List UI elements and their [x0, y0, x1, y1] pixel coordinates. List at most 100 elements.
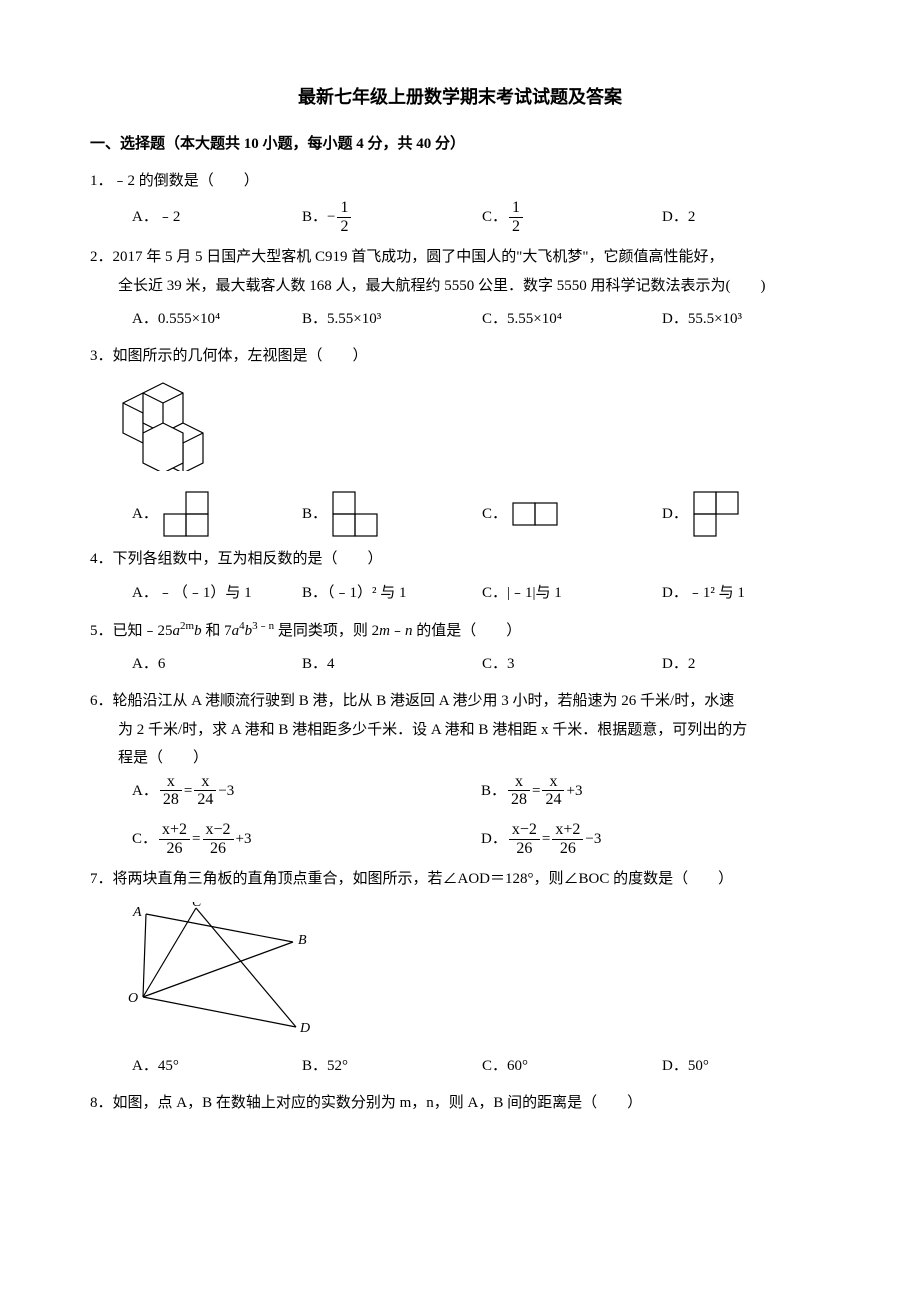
text: ﹣ [390, 623, 405, 639]
fraction: x24 [194, 773, 216, 809]
label-c: C [192, 902, 202, 910]
q4-opt-a: A．﹣（﹣1）与 1 [132, 578, 302, 608]
grid-shape-icon [162, 491, 210, 537]
opt-label: A． [132, 777, 158, 806]
grid-shape-icon [331, 491, 379, 537]
fraction: x28 [160, 773, 182, 809]
q2-opt-d: D．55.5×10³ [662, 304, 742, 334]
denominator: 28 [160, 791, 182, 809]
fraction: x−226 [509, 821, 540, 857]
q8-stem: 8．如图，点 A，B 在数轴上对应的实数分别为 m，n，则 A，B 间的距离是（… [90, 1089, 830, 1118]
q7-opt-b: B．52° [302, 1051, 482, 1081]
denominator: 28 [508, 791, 530, 809]
q2-opt-c: C．5.55×10⁴ [482, 304, 662, 334]
q7-opt-a: A．45° [132, 1051, 302, 1081]
opt-label: A． [132, 500, 158, 529]
opt-label: C． [482, 500, 507, 529]
q6-opt-d: D． x−226 = x+226 −3 [481, 821, 830, 857]
q3-options: A． B． C． [90, 491, 830, 537]
isometric-cubes-icon [118, 381, 213, 471]
section-header: 一、选择题（本大题共 10 小题，每小题 4 分，共 40 分） [90, 130, 830, 159]
text: 5．已知﹣25 [90, 623, 173, 639]
denominator: 26 [552, 840, 583, 858]
numerator: x [542, 773, 564, 792]
q1-opt-d: D． 2 [662, 202, 695, 232]
numerator: x+2 [159, 821, 190, 840]
q5-opt-b: B．4 [302, 649, 482, 679]
opt-label: D． [662, 203, 688, 232]
opt-value: ﹣2 [158, 203, 181, 232]
numerator: x [194, 773, 216, 792]
q3-figure [118, 381, 830, 482]
question-7: 7．将两块直角三角板的直角顶点重合，如图所示，若∠AOD＝128°，则∠BOC … [90, 865, 830, 1081]
fraction: x−226 [203, 821, 234, 857]
opt-label: D． [481, 825, 507, 854]
label-o: O [128, 991, 138, 1006]
var-b: b [194, 623, 202, 639]
q2-opt-a: A．0.555×10⁴ [132, 304, 302, 334]
q6-stem-l3: 程是（ ） [90, 744, 830, 773]
grid-shape-icon [692, 491, 740, 537]
q1-opt-b: B． − 1 2 [302, 199, 482, 235]
q7-opt-c: C．60° [482, 1051, 662, 1081]
question-6: 6．轮船沿江从 A 港顺流行驶到 B 港，比从 B 港返回 A 港少用 3 小时… [90, 687, 830, 857]
grid-shape-icon [511, 502, 559, 526]
var-b: b [245, 623, 253, 639]
q2-options: A．0.555×10⁴ B．5.55×10³ C．5.55×10⁴ D．55.5… [90, 304, 830, 334]
equals: = [532, 777, 540, 806]
label-d: D [299, 1021, 310, 1036]
denominator: 26 [203, 840, 234, 858]
q5-opt-c: C．3 [482, 649, 662, 679]
text: 的值是（ ） [412, 623, 521, 639]
q1-options: A． ﹣2 B． − 1 2 C． 1 2 D． 2 [90, 199, 830, 235]
denominator: 24 [542, 791, 564, 809]
question-1: 1．﹣2 的倒数是（ ） A． ﹣2 B． − 1 2 C． 1 2 D． 2 [90, 167, 830, 236]
q1-opt-c: C． 1 2 [482, 199, 662, 235]
q6-opt-a: A． x28 = x24 −3 [132, 773, 481, 809]
q3-opt-c: C． [482, 499, 662, 529]
exponent: 3﹣n [252, 620, 274, 632]
equals: = [542, 825, 550, 854]
equals: = [192, 825, 200, 854]
fraction: 1 2 [509, 199, 523, 235]
opt-label: D． [662, 500, 688, 529]
q7-stem: 7．将两块直角三角板的直角顶点重合，如图所示，若∠AOD＝128°，则∠BOC … [90, 865, 830, 894]
numerator: x [508, 773, 530, 792]
equals: = [184, 777, 192, 806]
fraction: x24 [542, 773, 564, 809]
q5-options: A．6 B．4 C．3 D．2 [90, 649, 830, 679]
tail: +3 [236, 825, 252, 854]
exponent: 2m [180, 620, 194, 632]
tail: −3 [585, 825, 601, 854]
q6-stem-l2: 为 2 千米/时，求 A 港和 B 港相距多少千米．设 A 港和 B 港相距 x… [90, 716, 830, 745]
sign: − [327, 203, 335, 232]
fraction: x+226 [159, 821, 190, 857]
question-8: 8．如图，点 A，B 在数轴上对应的实数分别为 m，n，则 A，B 间的距离是（… [90, 1089, 830, 1118]
q7-opt-d: D．50° [662, 1051, 709, 1081]
question-4: 4．下列各组数中，互为相反数的是（ ） A．﹣（﹣1）与 1 B．（﹣1）² 与… [90, 545, 830, 608]
q6-options: A． x28 = x24 −3 B． x28 = x24 +3 C． x+226… [90, 773, 830, 857]
numerator: 1 [337, 199, 351, 218]
q4-opt-d: D．﹣1² 与 1 [662, 578, 745, 608]
q3-opt-a: A． [132, 491, 302, 537]
q1-opt-a: A． ﹣2 [132, 202, 302, 232]
opt-label: A． [132, 203, 158, 232]
text: 是同类项，则 2 [274, 623, 379, 639]
opt-label: B． [481, 777, 506, 806]
numerator: x−2 [509, 821, 540, 840]
q3-stem: 3．如图所示的几何体，左视图是（ ） [90, 342, 830, 371]
q4-stem: 4．下列各组数中，互为相反数的是（ ） [90, 545, 830, 574]
denominator: 26 [159, 840, 190, 858]
q3-opt-b: B． [302, 491, 482, 537]
question-3: 3．如图所示的几何体，左视图是（ ） A． [90, 342, 830, 537]
q7-options: A．45° B．52° C．60° D．50° [90, 1051, 830, 1081]
q4-options: A．﹣（﹣1）与 1 B．（﹣1）² 与 1 C．|﹣1|与 1 D．﹣1² 与… [90, 578, 830, 608]
denominator: 2 [509, 218, 523, 236]
text: 和 7 [202, 623, 232, 639]
opt-label: C． [132, 825, 157, 854]
q5-stem: 5．已知﹣25a2mb 和 7a4b3﹣n 是同类项，则 2m﹣n 的值是（ ） [90, 616, 830, 646]
q7-figure: A C B O D [118, 902, 830, 1048]
q6-opt-c: C． x+226 = x−226 +3 [132, 821, 481, 857]
question-2: 2．2017 年 5 月 5 日国产大型客机 C919 首飞成功，圆了中国人的"… [90, 243, 830, 334]
q5-opt-d: D．2 [662, 649, 695, 679]
